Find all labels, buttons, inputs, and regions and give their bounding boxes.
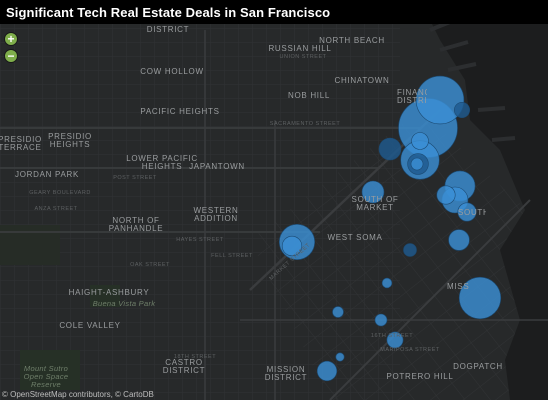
deal-bubble[interactable] (374, 313, 388, 327)
park-area (20, 350, 80, 390)
park-area (0, 225, 60, 265)
label-western-addition: WESTERN ADDITION (193, 206, 239, 223)
label-lower-pacific-heights: LOWER PACIFIC HEIGHTS (126, 154, 198, 171)
label-south-beach: SOUTH BEACH (458, 209, 486, 217)
deal-bubble[interactable] (415, 75, 465, 125)
label-japantown: JAPANTOWN (189, 162, 245, 171)
label-anza-street: ANZA STREET (34, 206, 78, 212)
bay-water (420, 0, 548, 400)
label-north-of-panhandle: NORTH OF PANHANDLE (108, 216, 164, 233)
label-sacramento-street: SACRAMENTO STREET (269, 121, 341, 127)
deal-bubble[interactable] (411, 132, 429, 150)
deal-bubble[interactable] (361, 180, 385, 204)
deal-bubble[interactable] (436, 185, 456, 205)
zoom-out-button[interactable]: − (5, 50, 17, 62)
map-attribution: © OpenStreetMap contributors, © CartoDB (2, 390, 154, 399)
label-geary-boulevard: GEARY BOULEVARD (29, 190, 91, 196)
label-nob-hill: NOB HILL (287, 91, 331, 100)
deal-bubble[interactable] (448, 229, 470, 251)
label-18th-street: 18TH STREET (173, 354, 217, 360)
label-presidio-heights: PRESIDIO HEIGHTS (48, 132, 92, 149)
label-south-of-market: SOUTH OF MARKET (351, 195, 399, 212)
label-mariposa-street: MARIPOSA STREET (380, 347, 440, 353)
zoom-in-button[interactable]: + (5, 33, 17, 45)
label-castro-district: CASTRO DISTRICT (162, 358, 206, 375)
park-area (90, 285, 120, 307)
label-hayes-street: HAYES STREET (176, 237, 224, 243)
label-mount-sutro: Mount Sutro Open Space Reserve (23, 364, 69, 389)
deal-bubble[interactable] (281, 235, 303, 257)
deal-bubble[interactable] (335, 352, 345, 362)
label-jordan-park: JORDAN PARK (14, 170, 80, 179)
deal-bubble[interactable] (403, 243, 417, 257)
deal-bubble[interactable] (457, 202, 477, 222)
label-north-beach: NORTH BEACH (319, 36, 385, 45)
title-bar: Significant Tech Real Estate Deals in Sa… (0, 0, 548, 24)
label-cole-valley: COLE VALLEY (59, 321, 121, 330)
deal-bubbles (278, 75, 502, 382)
label-pacific-heights: PACIFIC HEIGHTS (140, 107, 220, 116)
label-financial-district: FINANCIAL DISTRICT (397, 89, 427, 105)
label-fell-street: FELL STREET (211, 253, 253, 259)
label-post-street: POST STREET (113, 175, 157, 181)
label-buena-vista-park: Buena Vista Park (92, 299, 156, 308)
label-west-soma: WEST SOMA (327, 233, 383, 242)
label-16th-street: 16TH STREET (370, 333, 414, 339)
label-mission-bay: MISSION BAY (447, 283, 469, 291)
label-potrero-hill: POTRERO HILL (386, 372, 454, 381)
major-roads (0, 30, 548, 400)
deal-bubble[interactable] (453, 102, 470, 119)
label-dogpatch: DOGPATCH (453, 362, 503, 371)
label-cow-hollow: COW HOLLOW (140, 67, 204, 76)
deal-bubble[interactable] (332, 306, 344, 318)
deal-bubble[interactable] (458, 276, 502, 320)
label-presidio-terrace: PRESIDIO TERRACE (0, 135, 42, 152)
label-russian-hill: RUSSIAN HILL (268, 44, 332, 53)
label-oak-street: OAK STREET (130, 262, 170, 268)
label-district: DISTRICT (146, 25, 190, 34)
deal-bubble[interactable] (316, 360, 338, 382)
deal-bubble[interactable] (410, 157, 424, 171)
label-union-street: UNION STREET (279, 54, 327, 60)
deal-bubble[interactable] (378, 137, 402, 161)
deal-bubble[interactable] (381, 277, 393, 289)
label-haight-ashbury: HAIGHT-ASHBURY (68, 288, 150, 297)
label-mission-district: MISSION DISTRICT (264, 365, 308, 382)
deal-bubble[interactable] (386, 331, 404, 349)
label-chinatown: CHINATOWN (334, 76, 390, 85)
map-title: Significant Tech Real Estate Deals in Sa… (6, 4, 331, 20)
